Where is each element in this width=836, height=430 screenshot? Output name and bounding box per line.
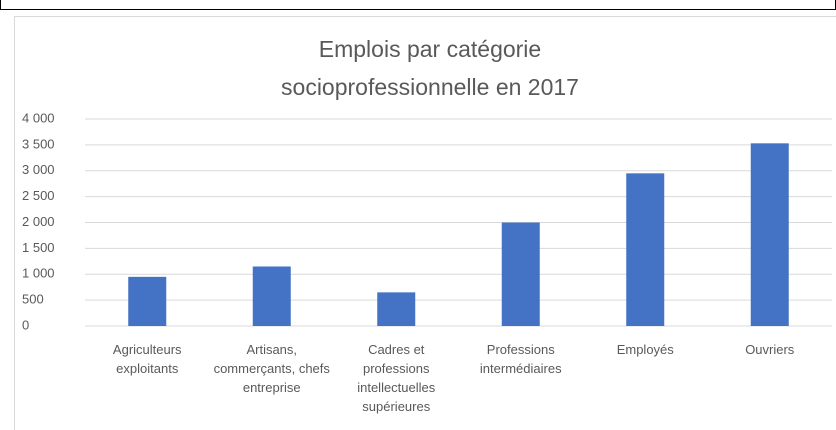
chart-frame — [14, 16, 836, 430]
bar — [501, 222, 540, 326]
bar — [377, 292, 416, 326]
y-tick-label: 3 000 — [22, 162, 55, 177]
bar — [750, 143, 789, 326]
x-tick-label: Ouvriers — [745, 342, 795, 357]
x-tick-label: Cadres et professions intellectuelles su… — [357, 342, 436, 414]
y-tick-label: 1 000 — [22, 266, 55, 281]
x-tick-label: Employés — [616, 342, 674, 357]
x-tick-label: Agriculteurs exploitants — [112, 342, 182, 376]
x-tick-label: Artisans, commerçants, chefs entreprise — [213, 342, 330, 395]
y-tick-label: 3 500 — [22, 136, 55, 151]
x-tick-label: Professions intermédiaires — [479, 342, 562, 376]
y-tick-label: 1 500 — [22, 240, 55, 255]
bar — [626, 173, 665, 326]
bar — [128, 276, 167, 326]
y-tick-label: 2 500 — [22, 188, 55, 203]
bar — [252, 266, 291, 326]
chart-title: Emplois par catégorie socioprofessionnel… — [281, 36, 579, 100]
y-tick-label: 4 000 — [22, 110, 55, 125]
y-tick-label: 0 — [22, 317, 29, 332]
y-tick-label: 500 — [22, 292, 44, 307]
y-tick-label: 2 000 — [22, 214, 55, 229]
